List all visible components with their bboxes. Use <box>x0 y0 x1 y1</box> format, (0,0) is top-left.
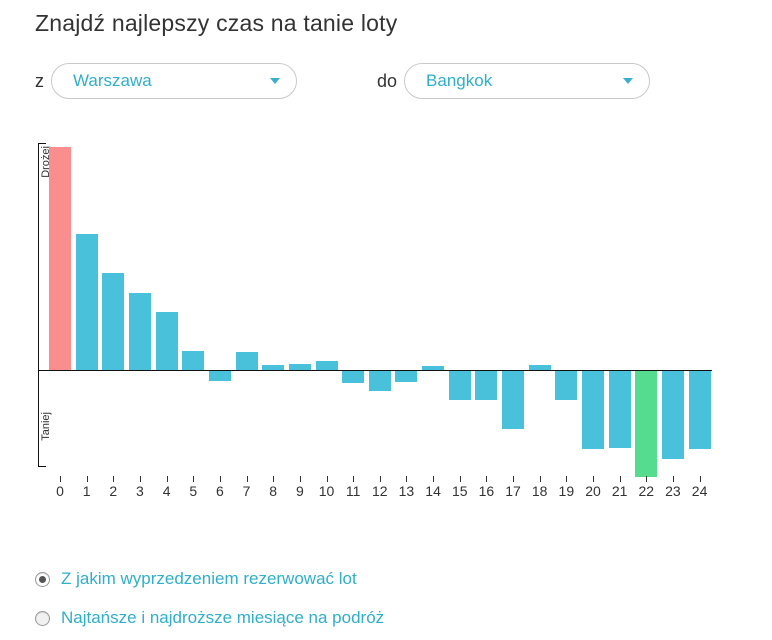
x-axis-label: 24 <box>691 483 708 499</box>
bar-week-13[interactable] <box>395 371 418 382</box>
x-axis-label: 8 <box>269 483 278 499</box>
bar-week-5[interactable] <box>182 351 205 370</box>
bar-week-11[interactable] <box>342 371 365 383</box>
bar-week-24[interactable] <box>688 371 711 449</box>
bar-week-14[interactable] <box>422 366 445 370</box>
x-axis-label: 9 <box>295 483 304 499</box>
bar-week-10[interactable] <box>315 361 338 370</box>
x-axis-label: 12 <box>372 483 388 499</box>
bar-week-1[interactable] <box>75 234 98 370</box>
x-axis-tick <box>326 476 328 482</box>
x-axis-tick <box>672 476 674 482</box>
bar-week-23[interactable] <box>661 371 684 459</box>
to-select-value: Bangkok <box>426 71 493 90</box>
bar-week-21[interactable] <box>608 371 631 448</box>
bar-week-2[interactable] <box>102 273 125 370</box>
bar-week-15[interactable] <box>448 371 471 400</box>
bar-week-19[interactable] <box>555 371 578 400</box>
radio-option-cheapest-months[interactable]: Najtańsze i najdroższe miesiące na podró… <box>35 608 384 628</box>
from-select-value: Warszawa <box>73 71 152 90</box>
x-axis-label: 3 <box>136 483 144 499</box>
x-axis-tick <box>379 476 381 482</box>
to-label: do <box>377 70 398 91</box>
radio-button-icon[interactable] <box>35 571 50 587</box>
x-axis-tick <box>86 476 88 482</box>
bar-week-18[interactable] <box>528 365 551 370</box>
x-axis-label: 13 <box>398 483 415 499</box>
x-axis-label: 11 <box>345 483 361 499</box>
radio-option-booking-lead-time[interactable]: Z jakim wyprzedzeniem rezerwować lot <box>35 569 384 589</box>
y-axis-line <box>38 143 39 467</box>
x-axis-label: 17 <box>505 483 521 499</box>
x-axis-label: 16 <box>478 483 495 499</box>
price-bar-chart: Drożej Taniej 0 1 2 3 4 5 6 7 8 9 10 11 12 13 14 15 16 17… <box>0 140 772 510</box>
x-axis-tick <box>593 476 594 482</box>
x-axis-tick <box>193 476 195 482</box>
x-axis-label: 5 <box>189 483 198 499</box>
x-axis-label: 2 <box>109 483 118 499</box>
bar-week-4[interactable] <box>155 312 178 370</box>
chevron-down-icon <box>623 78 634 84</box>
x-axis-tick <box>60 476 61 482</box>
x-axis-tick <box>219 476 221 482</box>
x-axis-tick <box>353 476 355 482</box>
x-axis-label: 4 <box>162 483 171 499</box>
x-axis-tick <box>699 476 701 482</box>
chevron-down-icon <box>270 78 280 84</box>
x-axis-label: 15 <box>451 483 468 499</box>
bar-week-12[interactable] <box>368 371 391 391</box>
bar-week-22[interactable] <box>635 371 658 477</box>
bar-week-16[interactable] <box>475 371 498 400</box>
radio-option-label: Z jakim wyprzedzeniem rezerwować lot <box>61 569 357 588</box>
bar-week-17[interactable] <box>502 371 525 429</box>
x-axis-tick <box>273 476 275 482</box>
y-axis-label-cheaper: Taniej <box>40 412 52 441</box>
x-axis-label: 22 <box>638 483 655 499</box>
page-title: Znajdź najlepszy czas na tanie loty <box>35 10 398 36</box>
x-axis-label: 0 <box>56 483 64 499</box>
bar-week-9[interactable] <box>288 364 311 370</box>
x-axis-label: 10 <box>318 483 335 499</box>
x-axis-tick <box>433 476 435 482</box>
y-axis-top-tick <box>38 143 46 144</box>
x-axis-label: 7 <box>242 483 251 499</box>
x-axis-tick <box>246 476 248 482</box>
x-axis-tick <box>539 476 541 482</box>
bar-week-7[interactable] <box>235 352 258 370</box>
x-axis-tick <box>299 476 301 482</box>
bar-week-8[interactable] <box>262 365 285 370</box>
x-axis-label: 21 <box>611 483 628 499</box>
y-axis-bottom-tick <box>38 466 46 467</box>
x-axis-tick <box>139 476 141 482</box>
route-selector-row: z Warszawa do Bangkok <box>35 63 735 99</box>
x-axis-label: 6 <box>215 483 224 499</box>
x-axis-label: 20 <box>585 483 601 499</box>
zero-baseline <box>38 370 712 371</box>
x-axis-tick <box>113 476 115 482</box>
radio-button-icon[interactable] <box>35 610 50 626</box>
radio-option-label: Najtańsze i najdroższe miesiące na podró… <box>61 608 385 627</box>
bar-week-3[interactable] <box>128 293 151 370</box>
x-axis-tick <box>566 476 568 482</box>
x-axis-label: 1 <box>82 483 91 499</box>
x-axis-tick <box>619 476 621 482</box>
x-axis-tick <box>646 476 648 482</box>
from-select[interactable]: Warszawa <box>51 63 297 99</box>
x-axis-tick <box>513 476 515 482</box>
x-axis-tick <box>406 476 408 482</box>
bar-week-20[interactable] <box>582 371 604 449</box>
x-axis-label: 14 <box>425 483 441 499</box>
x-axis-tick <box>486 476 488 482</box>
chart-mode-options: Z jakim wyprzedzeniem rezerwować lot Naj… <box>35 569 384 628</box>
x-axis-label: 19 <box>558 483 575 499</box>
x-axis-tick <box>459 476 461 482</box>
to-select[interactable]: Bangkok <box>404 63 651 99</box>
from-label: z <box>35 70 44 91</box>
bar-week-6[interactable] <box>208 371 231 381</box>
x-axis-label: 18 <box>531 483 548 499</box>
x-axis-label: 23 <box>665 483 681 499</box>
bar-week-0[interactable] <box>49 147 71 370</box>
x-axis-tick <box>166 476 168 482</box>
